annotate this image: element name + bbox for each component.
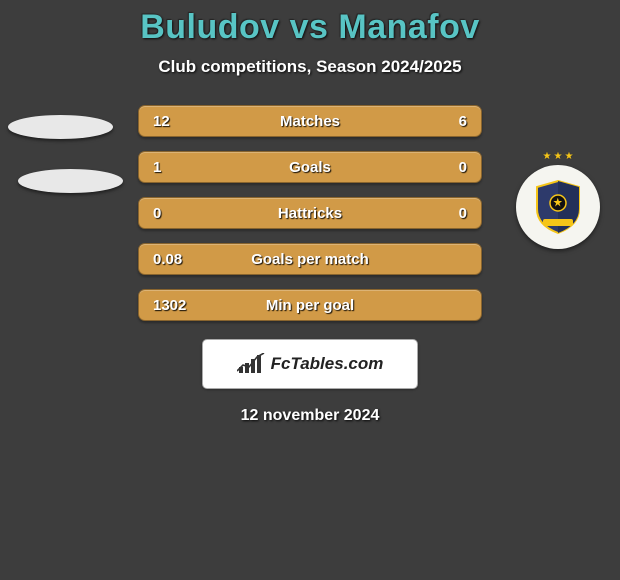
- stat-right-value: 0: [417, 205, 467, 222]
- stat-right-value: 6: [417, 113, 467, 130]
- stat-label: Goals per match: [251, 251, 369, 268]
- stat-left-value: 0: [153, 205, 203, 222]
- comparison-card: Buludov vs Manafov Club competitions, Se…: [0, 0, 620, 425]
- star-icon: ★: [554, 151, 563, 162]
- page-title: Buludov vs Manafov: [0, 8, 620, 47]
- club-stars: ★ ★ ★: [543, 151, 574, 162]
- stat-right-value: 0: [417, 159, 467, 176]
- date-text: 12 november 2024: [0, 407, 620, 425]
- star-icon: ★: [564, 151, 573, 162]
- stat-label: Matches: [280, 113, 340, 130]
- stat-left-value: 1: [153, 159, 203, 176]
- stat-label: Hattricks: [278, 205, 342, 222]
- stat-row-hattricks: 0 Hattricks 0: [138, 197, 482, 229]
- player-left-avatar-1: [8, 115, 113, 139]
- brand-link[interactable]: FcTables.com: [202, 339, 418, 389]
- stat-left-value: 1302: [153, 297, 203, 314]
- stat-row-matches: 12 Matches 6: [138, 105, 482, 137]
- club-circle: ★ ★ ★: [516, 165, 600, 249]
- bar-chart-icon: [237, 353, 265, 375]
- subtitle: Club competitions, Season 2024/2025: [0, 57, 620, 77]
- stat-left-value: 12: [153, 113, 203, 130]
- stats-area: ★ ★ ★ 12 Matches 6 1 Goals 0: [0, 105, 620, 321]
- stat-label: Min per goal: [266, 297, 354, 314]
- shield-icon: [533, 179, 583, 235]
- stat-row-min-per-goal: 1302 Min per goal: [138, 289, 482, 321]
- stat-left-value: 0.08: [153, 251, 203, 268]
- player-left-avatar-2: [18, 169, 123, 193]
- stat-row-goals-per-match: 0.08 Goals per match: [138, 243, 482, 275]
- star-icon: ★: [543, 151, 552, 162]
- stat-row-goals: 1 Goals 0: [138, 151, 482, 183]
- player-right-club-badge: ★ ★ ★: [516, 165, 600, 249]
- brand-text: FcTables.com: [271, 354, 384, 374]
- stat-label: Goals: [289, 159, 331, 176]
